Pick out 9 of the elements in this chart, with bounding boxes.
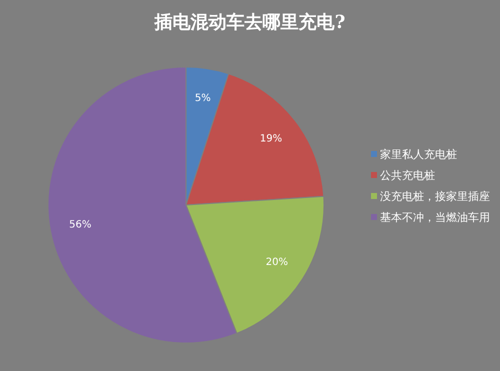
chart-title: 插电混动车去哪里充电? [153,11,346,34]
data-label: 20% [266,257,288,268]
legend-label: 基本不冲，当燃油车用 [380,210,490,224]
data-label: 19% [260,134,282,145]
data-label: 5% [194,93,211,104]
legend-label: 家里私人充电桩 [380,146,457,162]
data-label: 56% [69,220,92,231]
legend-label: 没充电桩，接家里插座 [380,188,490,204]
legend-label: 公共充电桩 [380,168,435,182]
